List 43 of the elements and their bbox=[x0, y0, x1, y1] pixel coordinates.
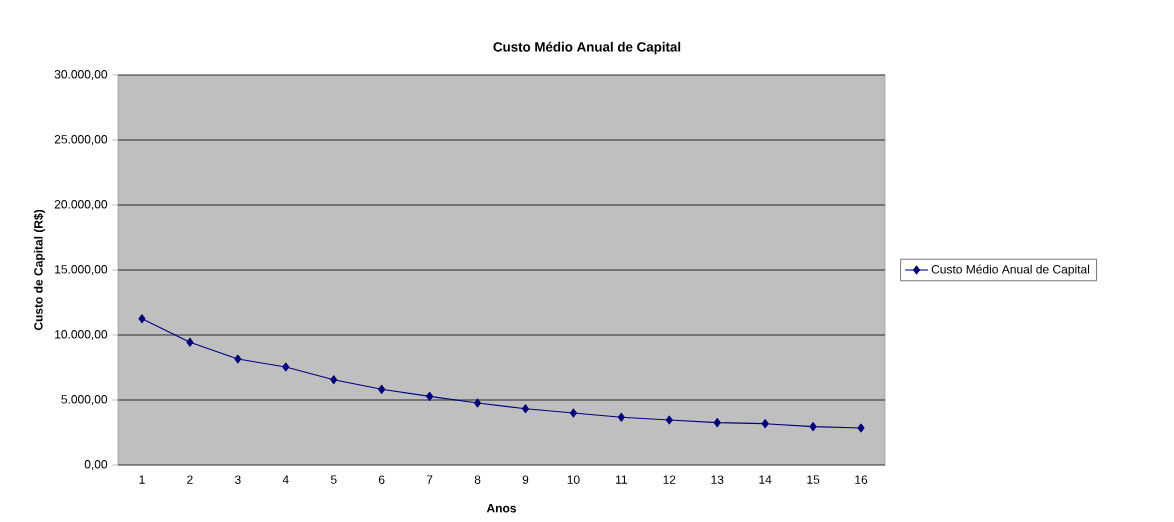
x-tick-label: 6 bbox=[378, 475, 385, 484]
chart-title: Custo Médio Anual de Capital bbox=[493, 41, 681, 55]
y-tick-label: 20.000,00 bbox=[54, 200, 108, 210]
point bbox=[186, 337, 194, 347]
y-tick-label: 25.000,00 bbox=[54, 135, 108, 145]
y-axis-title: Custo de Capital (R$) bbox=[33, 209, 46, 331]
point bbox=[569, 408, 577, 418]
point bbox=[665, 415, 673, 425]
point bbox=[857, 423, 865, 433]
x-axis-title: Anos bbox=[486, 504, 517, 513]
x-tick-label: 4 bbox=[282, 475, 289, 484]
legend-label: Custo Médio Anual de Capital bbox=[931, 264, 1090, 276]
x-tick-label: 5 bbox=[330, 475, 337, 484]
x-tick-label: 2 bbox=[187, 475, 193, 484]
y-tick-label: 0,00 bbox=[84, 460, 108, 470]
x-tick-label: 16 bbox=[855, 475, 868, 484]
x-tick-label: 13 bbox=[711, 475, 724, 484]
point bbox=[761, 419, 769, 429]
x-tick-label: 1 bbox=[139, 475, 145, 484]
point bbox=[378, 384, 386, 394]
point bbox=[809, 422, 817, 432]
x-tick-label: 14 bbox=[759, 475, 772, 484]
x-tick-label: 11 bbox=[616, 475, 627, 484]
x-tick-label: 7 bbox=[426, 475, 433, 484]
x-tick-label: 12 bbox=[663, 475, 676, 484]
point bbox=[330, 375, 338, 385]
point bbox=[426, 391, 434, 401]
y-tick-label: 30.000,00 bbox=[54, 70, 108, 80]
y-tick-label: 15.000,00 bbox=[55, 265, 108, 275]
x-tick-label: 8 bbox=[474, 475, 481, 484]
x-tick-label: 15 bbox=[807, 475, 820, 484]
y-tick-label: 10.000,00 bbox=[55, 330, 108, 340]
point bbox=[282, 362, 290, 372]
y-tick-label: 5.000,00 bbox=[61, 395, 108, 405]
point bbox=[617, 412, 625, 422]
point bbox=[713, 418, 721, 428]
point bbox=[474, 398, 482, 408]
x-tick-label: 10 bbox=[567, 475, 580, 484]
point bbox=[138, 314, 146, 324]
point bbox=[521, 404, 530, 414]
x-tick-label: 3 bbox=[234, 475, 241, 484]
x-tick-label: 9 bbox=[522, 475, 529, 484]
point bbox=[234, 354, 242, 364]
